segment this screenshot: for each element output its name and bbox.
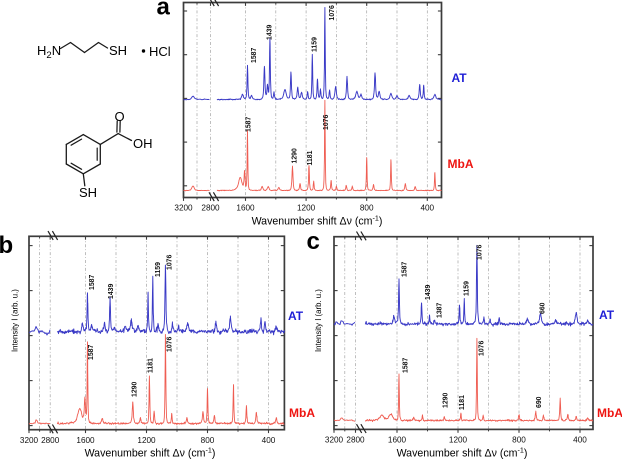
svg-text:1200: 1200 (449, 436, 468, 445)
svg-text:1600: 1600 (76, 436, 95, 445)
svg-text:1159: 1159 (155, 262, 162, 277)
svg-text:2800: 2800 (346, 436, 365, 445)
svg-text:1076: 1076 (477, 245, 484, 260)
svg-text:1587: 1587 (403, 358, 410, 373)
svg-text:800: 800 (512, 436, 526, 445)
svg-text:1439: 1439 (267, 25, 274, 40)
svg-text:1587: 1587 (251, 48, 258, 63)
svg-text:AT: AT (452, 71, 468, 85)
svg-text:690: 690 (536, 396, 543, 408)
svg-text:400: 400 (420, 204, 434, 213)
svg-text:1290: 1290 (132, 382, 139, 397)
svg-text:660: 660 (540, 302, 547, 314)
svg-text:b: b (0, 232, 13, 259)
svg-text:1076: 1076 (167, 255, 174, 270)
svg-text:SH: SH (109, 43, 127, 58)
svg-text:1200: 1200 (297, 204, 316, 213)
svg-text:1159: 1159 (312, 37, 319, 52)
svg-text:O: O (115, 109, 125, 124)
svg-text:1587: 1587 (402, 262, 409, 277)
svg-text:1159: 1159 (464, 281, 471, 296)
svg-text:Intensity I (arb. u.): Intensity I (arb. u.) (11, 289, 20, 352)
svg-text:1387: 1387 (437, 303, 444, 318)
svg-text:Intensity I (arb. u.): Intensity I (arb. u.) (314, 289, 323, 352)
svg-text:3200: 3200 (174, 204, 193, 213)
svg-text:1181: 1181 (307, 150, 314, 165)
svg-text:1076: 1076 (323, 115, 330, 130)
svg-text:3200: 3200 (20, 436, 39, 445)
svg-text:800: 800 (201, 436, 215, 445)
svg-text:1076: 1076 (479, 341, 486, 356)
svg-text:1439: 1439 (108, 284, 115, 299)
svg-text:1439: 1439 (425, 285, 432, 300)
svg-text:Wavenumber shift Δν (cm-1): Wavenumber shift Δν (cm-1) (397, 446, 528, 460)
svg-text:SH: SH (79, 185, 97, 200)
svg-text:1600: 1600 (388, 436, 407, 445)
svg-text:1587: 1587 (89, 275, 96, 290)
svg-text:1600: 1600 (236, 204, 255, 213)
svg-text:2800: 2800 (41, 436, 60, 445)
svg-text:AT: AT (288, 309, 304, 323)
svg-text:800: 800 (360, 204, 374, 213)
svg-text:1587: 1587 (246, 117, 253, 132)
svg-text:2800: 2800 (201, 204, 220, 213)
svg-text:HCl: HCl (149, 44, 171, 59)
svg-text:1181: 1181 (459, 395, 466, 410)
svg-text:c: c (307, 228, 320, 255)
svg-text:AT: AT (599, 308, 615, 322)
svg-text:Wavenumber shift Δν (cm-1): Wavenumber shift Δν (cm-1) (85, 446, 216, 460)
svg-text:1587: 1587 (88, 345, 95, 360)
svg-text:1290: 1290 (292, 148, 299, 163)
svg-text:MbA: MbA (289, 406, 315, 420)
svg-text:1076: 1076 (167, 337, 174, 352)
svg-text:Wavenumber shift Δν (cm-1): Wavenumber shift Δν (cm-1) (252, 214, 383, 228)
svg-text:MbA: MbA (448, 157, 474, 171)
svg-text:a: a (157, 0, 171, 21)
svg-text:400: 400 (573, 436, 587, 445)
svg-text:1181: 1181 (148, 358, 155, 373)
svg-text:OH: OH (133, 136, 153, 151)
svg-text:3200: 3200 (325, 436, 344, 445)
svg-text:1200: 1200 (137, 436, 156, 445)
svg-text:400: 400 (262, 436, 276, 445)
svg-text:1290: 1290 (443, 393, 450, 408)
svg-text:MbA: MbA (597, 406, 622, 420)
svg-text:1076: 1076 (329, 5, 336, 20)
